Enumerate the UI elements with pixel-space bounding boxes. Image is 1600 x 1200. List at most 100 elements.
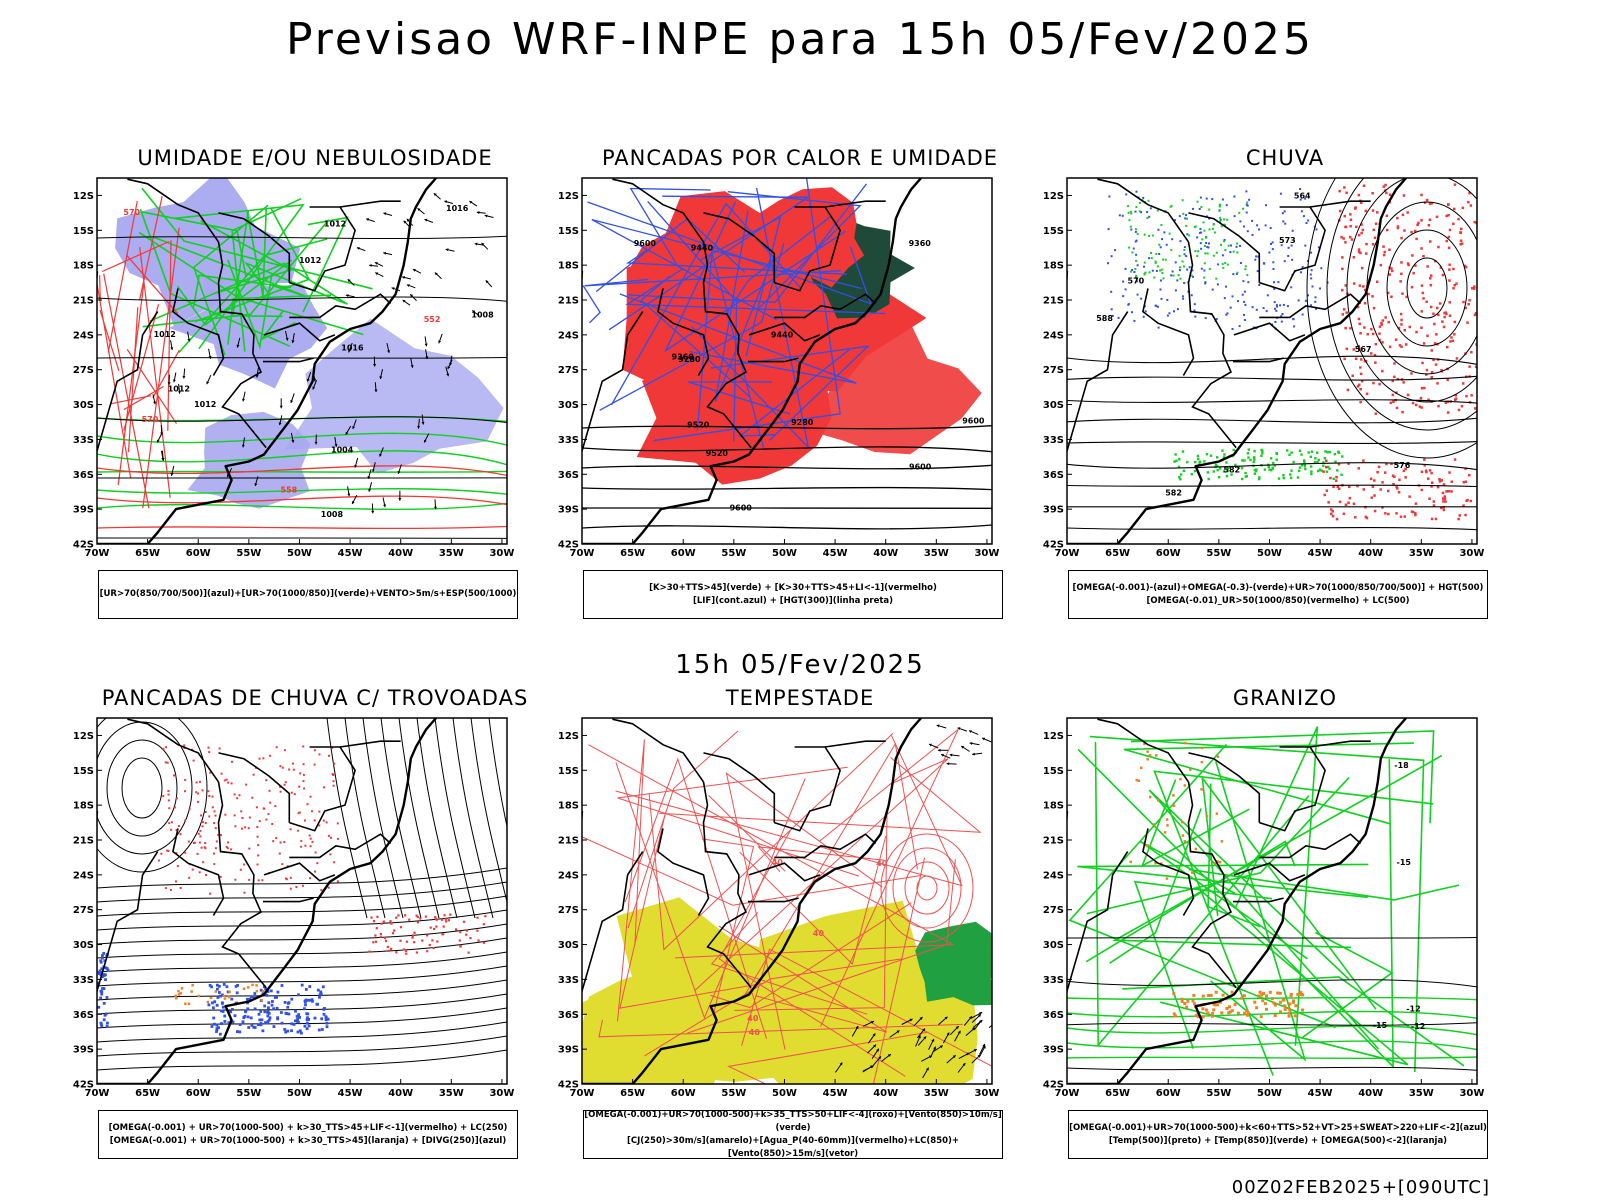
- lon-label: 30W: [489, 1088, 514, 1099]
- divergence-area-blue: [101, 954, 104, 957]
- humidity-area-red: [1354, 516, 1357, 519]
- humidity-area-red: [1470, 394, 1473, 397]
- omega-area-orange: [1230, 1009, 1234, 1013]
- lon-label: 50W: [287, 548, 312, 559]
- omega-area-blue: [1286, 305, 1289, 308]
- omega-area-green: [1223, 218, 1226, 221]
- wind-arrow-head: [374, 262, 378, 265]
- humidity-area-red: [1441, 320, 1444, 323]
- omega-area-orange: [1189, 768, 1192, 771]
- omega-area-green: [1282, 476, 1285, 480]
- omega-area-orange: [1214, 862, 1217, 865]
- thunderstorm-area-red: [208, 815, 211, 818]
- streamline: [97, 965, 507, 987]
- thunderstorm-area-red: [271, 823, 274, 825]
- streamline: [488, 718, 507, 829]
- omega-area-orange: [1154, 862, 1157, 865]
- thunderstorm-area-red: [268, 789, 271, 792]
- thunderstorm-area-red: [289, 828, 292, 831]
- humidity-area-red: [1373, 353, 1377, 357]
- lon-label: 50W: [772, 548, 797, 559]
- omega-area-green: [1307, 451, 1310, 454]
- omega-area-green: [1314, 457, 1317, 460]
- wind-arrow-head: [354, 464, 358, 468]
- thunderstorm-area-red: [318, 753, 321, 756]
- humidity-area-red: [1401, 410, 1404, 414]
- divergence-area-blue: [97, 1005, 101, 1009]
- humidity-area-red: [1447, 246, 1451, 250]
- humidity-area-red: [1347, 462, 1350, 465]
- contour-label: -15: [1373, 1021, 1388, 1030]
- contour-label: -12: [1411, 1022, 1425, 1031]
- omega-area-blue: [1157, 326, 1160, 329]
- omega-area-green: [1253, 472, 1257, 475]
- omega-area-green: [1326, 451, 1329, 454]
- omega-area-green: [1310, 470, 1313, 473]
- humidity-area-red: [1376, 471, 1379, 474]
- panel-title: PANCADAS POR CALOR E UMIDADE: [601, 146, 999, 170]
- streamline: [452, 718, 494, 919]
- humidity-area-red: [1452, 222, 1455, 226]
- precipitable-water-contour: [624, 757, 768, 1039]
- panel-pancadas-calor: PANCADAS POR CALOR E UMIDADE 9600 9600 960…: [550, 146, 1050, 626]
- omega-area-blue: [1204, 281, 1207, 284]
- divergence-area-blue: [220, 1002, 224, 1005]
- humidity-area-red: [1374, 222, 1378, 225]
- omega-area-blue: [1193, 303, 1196, 306]
- humidity-area-red: [1432, 500, 1436, 503]
- omega-area-green: [1128, 246, 1131, 249]
- divergence-area-blue: [280, 984, 284, 987]
- state-border: [1233, 322, 1306, 342]
- contour-closed: [892, 847, 962, 929]
- omega-area-blue: [1326, 281, 1329, 284]
- omega-area-green: [1322, 464, 1325, 467]
- thunderstorm-area-red: [332, 780, 335, 783]
- omega-area-orange: [1205, 814, 1209, 818]
- contour-label-red: 552: [424, 315, 441, 324]
- omega-area-blue: [1143, 265, 1145, 268]
- divergence-area-blue: [238, 1030, 242, 1034]
- divergence-area-blue: [315, 1002, 319, 1006]
- omega-area-green: [1272, 461, 1275, 465]
- omega-area-blue: [1111, 314, 1114, 317]
- thunderstorm-area-red: [308, 834, 311, 837]
- convective-area-orange: [179, 992, 182, 995]
- omega-area-blue: [1124, 267, 1127, 270]
- omega-area-green: [1205, 453, 1209, 456]
- omega-area-blue: [1135, 239, 1138, 242]
- state-border: [824, 200, 886, 208]
- omega-area-orange: [1287, 1011, 1291, 1015]
- omega-area-orange: [1172, 794, 1175, 797]
- contour-label: 567: [1355, 345, 1372, 354]
- pressure-contour: [97, 357, 507, 359]
- wind-arrow-head: [345, 294, 349, 298]
- omega-area-orange: [1183, 784, 1187, 787]
- omega-area-green: [1134, 228, 1137, 231]
- divergence-area-blue: [320, 1028, 324, 1031]
- omega-area-green: [1215, 277, 1218, 280]
- thunderstorm-area-red: [469, 937, 472, 940]
- thunderstorm-area-red: [285, 877, 287, 880]
- omega-area-blue: [1277, 281, 1280, 284]
- omega-area-blue: [1245, 190, 1248, 193]
- divergence-area-blue: [98, 969, 102, 973]
- divergence-area-blue: [100, 992, 104, 996]
- omega-area-green: [1275, 452, 1279, 456]
- omega-area-green: [1236, 251, 1239, 254]
- thunderstorm-area-red: [198, 841, 201, 844]
- wind-arrow-head: [961, 746, 965, 749]
- humidity-area-red: [1445, 490, 1448, 493]
- omega-area-blue: [1200, 267, 1203, 270]
- omega-area-blue: [1304, 244, 1307, 247]
- humidity-area-red: [1360, 201, 1363, 204]
- wind-arrow-head: [375, 272, 379, 276]
- humidity-area-red: [1436, 485, 1440, 489]
- humidity-area-red: [1408, 495, 1411, 498]
- humidity-area-red: [1445, 214, 1448, 218]
- contour-label: 1008: [471, 311, 494, 320]
- contour-label: 9360: [909, 239, 932, 248]
- thunderstorm-area-red: [269, 801, 272, 804]
- lat-label: 21S: [558, 296, 579, 307]
- divergence-area-blue: [253, 1026, 257, 1029]
